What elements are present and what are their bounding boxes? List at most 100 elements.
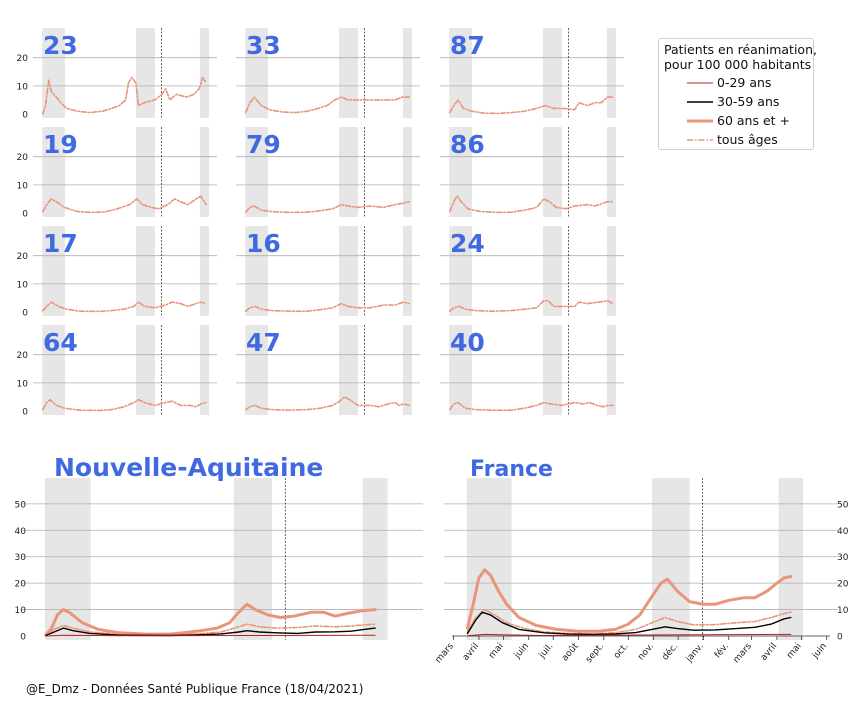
panel-title: 24 (450, 229, 485, 258)
x-tick-label: fév. (712, 641, 731, 660)
x-tick-label: déc. (660, 641, 681, 663)
panel-6: 0 10 20 17 (17, 226, 217, 319)
shaded-period-0 (245, 127, 268, 217)
shaded-period-2 (606, 325, 616, 415)
series-line-tous-ges (244, 301, 410, 312)
series-line-tous-ges (466, 608, 792, 635)
panel-10: 47 (236, 325, 420, 415)
shaded-period-1 (135, 226, 155, 316)
series-line-60-ans-et- (44, 602, 377, 637)
shaded-period-2 (362, 478, 388, 640)
legend-title-line1: Patients en réanimation, (664, 42, 817, 57)
series-line-tous-ges (448, 195, 614, 214)
series-line-60-ans-et- (466, 568, 793, 633)
shaded-period-0 (449, 325, 472, 415)
y-tick-label: 10 (17, 379, 29, 389)
series-line-30-59-ans (466, 611, 792, 636)
panel-title: 40 (450, 328, 485, 357)
y-tick-label: 20 (17, 54, 29, 64)
shaded-period-1 (542, 325, 562, 415)
panel-3: 0 10 20 19 (17, 127, 217, 220)
series-line-tous-ges (448, 299, 614, 312)
panel-title: Nouvelle-Aquitaine (54, 453, 323, 482)
shaded-period-1 (135, 325, 155, 415)
shaded-period-2 (778, 478, 804, 640)
shaded-period-1 (135, 127, 155, 217)
y-tick-label: 0 (22, 408, 28, 418)
y-tick-label: 0 (20, 633, 26, 643)
panel-title: 17 (43, 229, 78, 258)
panel-title: 86 (450, 130, 485, 159)
series-line-tous-ges (448, 401, 614, 411)
panel-title: 47 (246, 328, 281, 357)
x-tick-label: mars (732, 641, 754, 665)
y-tick-label: 10 (837, 606, 849, 616)
shaded-period-1 (652, 478, 690, 640)
series-line-tous-ges (244, 396, 410, 411)
shaded-period-1 (338, 226, 358, 316)
y-tick-label: 10 (17, 181, 29, 191)
shaded-period-0 (449, 127, 472, 217)
y-tick-label: 0 (22, 111, 28, 121)
shaded-period-0 (44, 478, 91, 640)
shaded-period-0 (42, 325, 65, 415)
y-tick-label: 40 (15, 527, 27, 537)
y-tick-label: 20 (17, 252, 29, 262)
shaded-period-0 (245, 28, 268, 118)
x-tick-label: nov. (636, 642, 656, 663)
legend-swatch-0-29 (687, 82, 713, 84)
shaded-period-2 (402, 325, 412, 415)
shaded-period-2 (199, 127, 209, 217)
legend-swatch-30-59 (687, 101, 713, 103)
shaded-period-1 (542, 127, 562, 217)
series-line-tous-ges (45, 623, 376, 636)
panel-4: 79 (236, 127, 420, 217)
panel-title: France (470, 457, 553, 482)
series-line-tous-ges (244, 96, 410, 114)
y-tick-label: 20 (15, 580, 27, 590)
y-tick-label: 50 (837, 500, 849, 510)
shaded-period-1 (542, 28, 562, 118)
y-tick-label: 0 (22, 210, 28, 220)
y-tick-label: 10 (15, 606, 27, 616)
shaded-period-2 (606, 28, 616, 118)
shaded-period-1 (542, 226, 562, 316)
shaded-period-2 (606, 127, 616, 217)
shaded-period-0 (466, 478, 512, 640)
series-line-tous-ges (41, 195, 207, 214)
legend-label-60-plus: 60 ans et + (717, 113, 790, 128)
panel-title: 33 (246, 31, 281, 60)
y-tick-label: 10 (17, 280, 29, 290)
series-line-tous-ges (41, 301, 207, 313)
legend-label-0-29: 0-29 ans (717, 75, 772, 90)
shaded-period-0 (245, 226, 268, 316)
panel-5: 86 (440, 127, 624, 217)
series-line-tous-ges (41, 398, 207, 412)
legend-title: Patients en réanimation, pour 100 000 ha… (664, 42, 817, 72)
shaded-period-2 (199, 325, 209, 415)
y-tick-label: 20 (17, 153, 29, 163)
shaded-period-0 (449, 226, 472, 316)
y-tick-label: 20 (17, 351, 29, 361)
shaded-period-1 (338, 127, 358, 217)
legend-item-30-59: 30-59 ans (687, 94, 815, 112)
panel-1: 33 (236, 28, 420, 118)
x-tick-label: avril (759, 642, 779, 663)
x-tick-label: mars (434, 641, 456, 665)
series-line-0-29-ans (45, 634, 376, 637)
legend-item-60-plus: 60 ans et + (687, 113, 815, 131)
panel-8: 24 (440, 226, 624, 316)
series-line-0-29-ans (467, 633, 792, 637)
shaded-period-1 (135, 28, 155, 118)
shaded-period-2 (199, 28, 209, 118)
x-tick-label: janv. (684, 642, 706, 665)
panel-0: 0 10 20 23 (17, 28, 217, 121)
series-line-tous-ges (244, 200, 410, 214)
legend-label-all-ages: tous âges (717, 132, 778, 147)
shaded-period-1 (338, 28, 358, 118)
x-tick-label: mai (487, 642, 505, 661)
x-tick-label: août (560, 641, 581, 663)
legend-label-30-59: 30-59 ans (717, 94, 780, 109)
y-tick-label: 30 (837, 553, 849, 563)
x-tick-label: juil. (537, 642, 556, 662)
